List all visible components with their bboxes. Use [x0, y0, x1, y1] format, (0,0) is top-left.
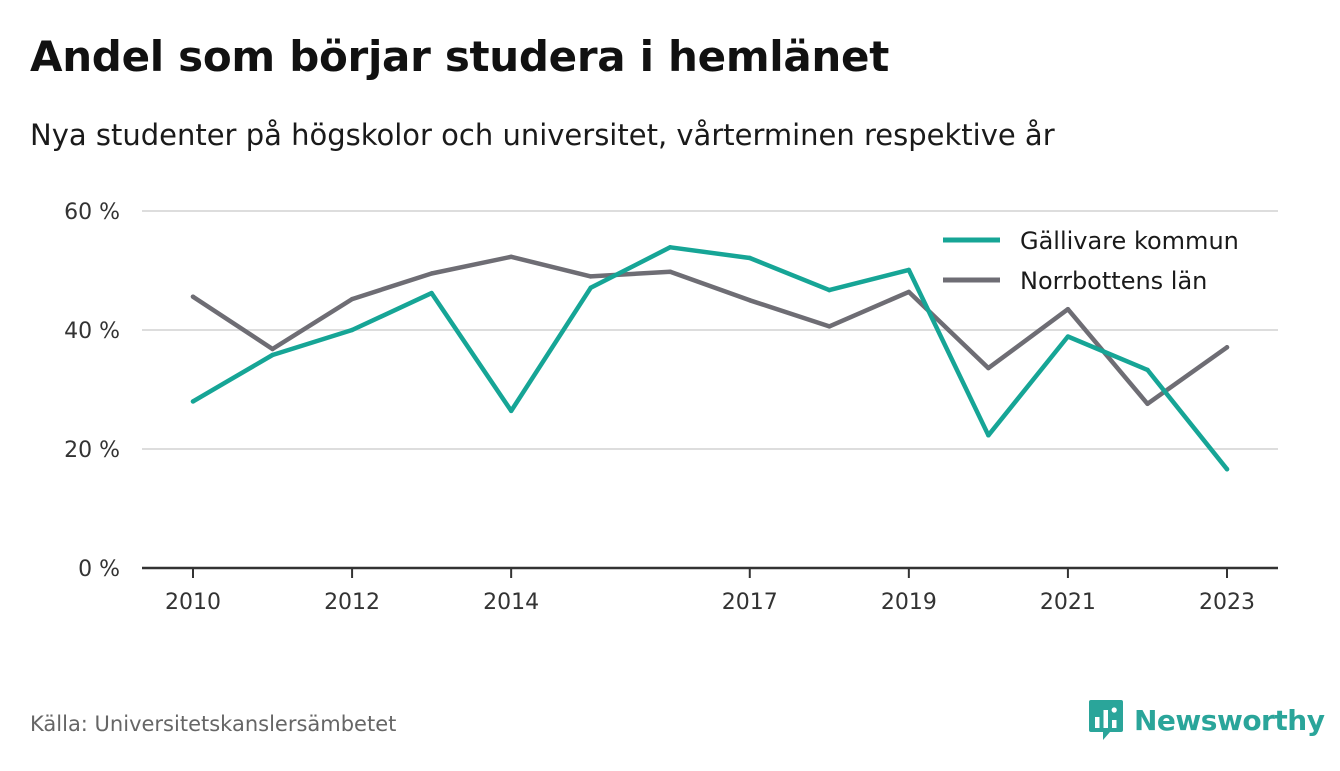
x-tick-label: 2017: [722, 590, 778, 615]
data-point: [588, 285, 593, 290]
x-tick-label: 2023: [1199, 590, 1255, 615]
data-point: [588, 274, 593, 279]
data-point: [1224, 467, 1230, 472]
legend-label: Norrbottens län: [1020, 267, 1207, 295]
y-tick-label: 60 %: [64, 200, 120, 225]
data-point: [906, 289, 912, 295]
x-tick-label: 2014: [483, 590, 539, 615]
y-tick-label: 40 %: [64, 319, 120, 344]
series-line-norrbotten: [190, 254, 1230, 407]
legend: Gällivare kommun Norrbottens län: [943, 227, 1239, 295]
data-point: [429, 271, 434, 276]
data-point: [270, 346, 275, 352]
data-point: [349, 296, 355, 302]
x-axis-labels: 2010 2012 2014 2017 2019 2021 2023: [165, 590, 1255, 615]
data-point: [1145, 401, 1150, 406]
data-point: [986, 433, 991, 438]
data-point: [827, 287, 832, 293]
bar-chart-speech-bubble-icon: [1089, 700, 1123, 740]
source-note: Källa: Universitetskanslersämbetet: [30, 712, 397, 736]
data-point: [1145, 367, 1150, 373]
grid-lines: [142, 210, 1278, 450]
data-point: [747, 298, 752, 303]
x-axis: [142, 566, 1278, 578]
series-lines: [190, 245, 1230, 472]
data-point: [270, 352, 275, 358]
data-point: [1065, 306, 1071, 312]
y-axis-labels: 0 % 20 % 40 % 60 %: [64, 200, 120, 582]
chart-title: Andel som börjar studera i hemlänet: [30, 32, 889, 81]
x-tick-label: 2019: [881, 590, 937, 615]
brand-logo: Newsworthy: [1088, 698, 1325, 742]
legend-label: Gällivare kommun: [1020, 227, 1239, 255]
data-point: [429, 290, 434, 296]
x-tick-label: 2010: [165, 590, 221, 615]
series-line-gallivare: [190, 245, 1230, 472]
data-point: [349, 327, 355, 333]
data-point: [1224, 345, 1230, 350]
y-tick-label: 0 %: [78, 557, 120, 582]
y-tick-label: 20 %: [64, 438, 120, 463]
data-point: [986, 365, 991, 371]
x-tick-label: 2012: [324, 590, 380, 615]
data-point: [747, 255, 752, 261]
data-point: [190, 399, 196, 404]
data-point: [190, 294, 196, 299]
line-chart: 0 % 20 % 40 % 60 % 2010 2012 2014 2017 2019 2021…: [64, 200, 1278, 615]
data-point: [668, 269, 673, 274]
brand-name: Newsworthy: [1134, 703, 1325, 737]
data-point: [827, 324, 832, 329]
x-tick-label: 2021: [1040, 590, 1096, 615]
data-point: [906, 267, 912, 273]
data-point: [1065, 334, 1071, 339]
data-point: [668, 245, 673, 250]
chart-subtitle: Nya studenter på högskolor och universit…: [30, 118, 1055, 152]
data-point: [508, 254, 514, 260]
data-point: [508, 408, 514, 414]
